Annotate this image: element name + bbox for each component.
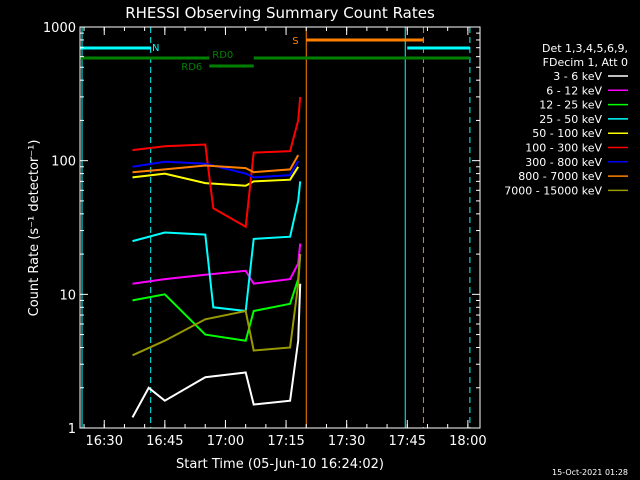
flag-bar-label: RD6 [181, 62, 202, 73]
legend-label-1: 6 - 12 keV [546, 84, 602, 97]
y-tick-label: 10 [59, 288, 76, 303]
legend-label-4: 50 - 100 keV [532, 127, 602, 140]
x-tick-label: 16:45 [146, 434, 183, 449]
series-line-4 [132, 166, 300, 187]
series-line-5 [132, 96, 302, 229]
y-tick-label: 1000 [43, 21, 76, 36]
legend-label-7: 800 - 7000 keV [518, 170, 602, 183]
y-axis-label: Count Rate (s⁻¹ detector⁻¹) [27, 140, 42, 317]
x-tick-label: 17:00 [207, 434, 244, 449]
x-tick-label: 17:45 [389, 434, 426, 449]
series-line-6 [132, 160, 300, 179]
legend-label-3: 25 - 50 keV [539, 113, 602, 126]
plot-frame [79, 26, 481, 429]
series-line-0 [131, 283, 302, 418]
y-tick-label: 1 [68, 422, 76, 437]
x-tick-label: 17:30 [328, 434, 365, 449]
series-line-7 [132, 154, 300, 174]
legend-label-0: 3 - 6 keV [553, 70, 602, 83]
legend-label-5: 100 - 300 keV [525, 142, 602, 155]
legend-header-line: Det 1,3,4,5,6,9, [542, 42, 628, 55]
legend-label-8: 7000 - 15000 keV [504, 184, 602, 197]
plot-area: N S RD0 RD6 [80, 27, 471, 428]
x-tick-label: 17:15 [267, 434, 304, 449]
series-line-8 [132, 254, 302, 357]
legend: Det 1,3,4,5,6,9,FDecim 1, Att 03 - 6 keV… [504, 42, 628, 197]
axes: 1 10 100 1000 16:30 16:45 17:00 17:15 17:30 17:45… [43, 21, 487, 449]
x-tick-label: 16:30 [86, 434, 123, 449]
legend-label-2: 12 - 25 keV [539, 99, 602, 112]
legend-label-6: 300 - 800 keV [525, 156, 602, 169]
x-axis-label: Start Time (05-Jun-10 16:24:02) [176, 457, 384, 472]
flag-bar-label: S [292, 36, 298, 47]
legend-header-line: FDecim 1, Att 0 [543, 56, 628, 69]
chart-title: RHESSI Observing Summary Count Rates [125, 4, 435, 22]
timestamp: 15-Oct-2021 01:28 [552, 468, 628, 477]
flag-bar-label: RD0 [212, 50, 233, 61]
y-tick-label: 100 [51, 155, 76, 170]
x-tick-label: 18:00 [449, 434, 486, 449]
flag-bar-label: N [152, 43, 159, 54]
